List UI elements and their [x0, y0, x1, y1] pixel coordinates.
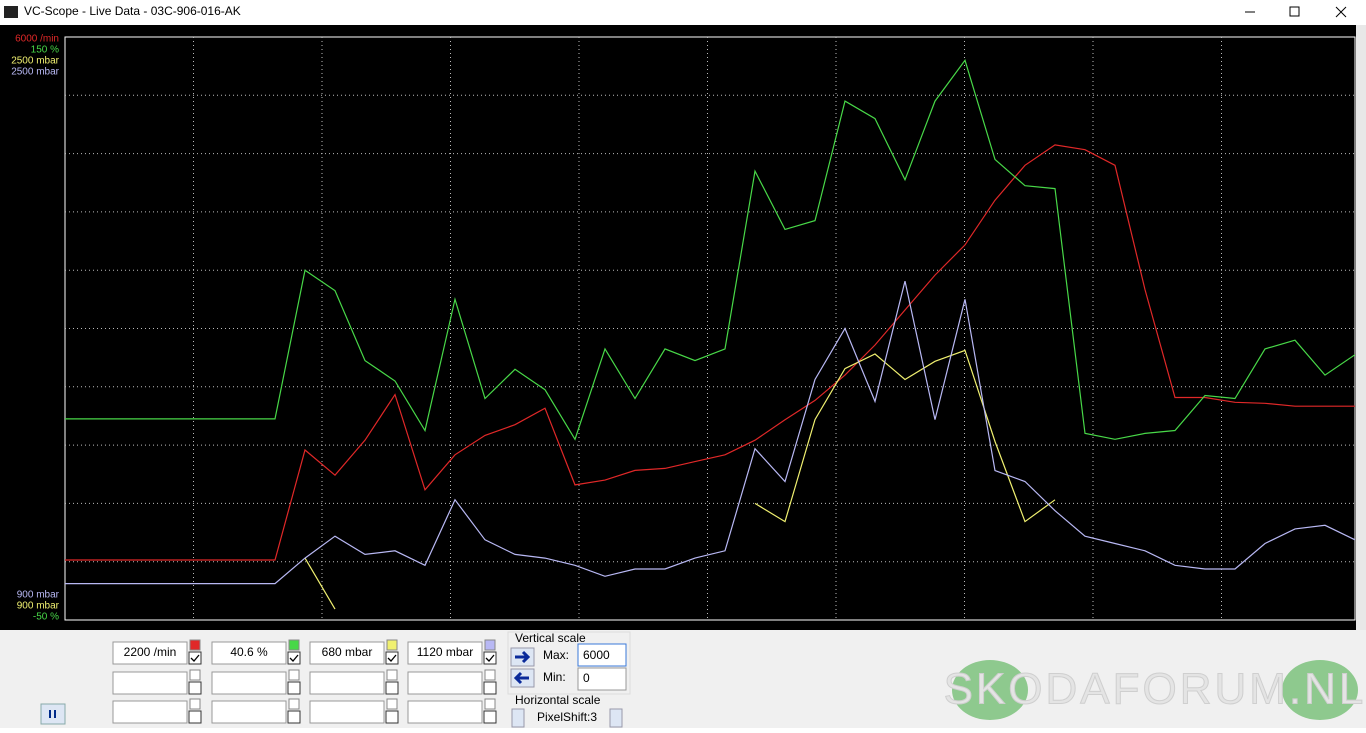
trace [304, 349, 1056, 610]
readout-box [211, 641, 287, 665]
readout-box [407, 700, 483, 724]
checkmark [485, 654, 495, 662]
trace [65, 280, 1355, 585]
readout-box [407, 671, 483, 695]
vertical-scale-group [507, 631, 631, 695]
checkbox[interactable] [287, 651, 301, 665]
close-button[interactable] [1335, 6, 1347, 18]
app-icon [4, 6, 18, 18]
arrow-left [513, 671, 529, 685]
checkbox[interactable] [385, 651, 399, 665]
pause-icon [49, 710, 56, 718]
color-swatch [189, 639, 201, 651]
watermark-text: SKODAFORUM.NL [944, 665, 1366, 714]
checkmark [387, 654, 397, 662]
checkmark [190, 654, 200, 662]
watermark-logo [952, 660, 1028, 720]
scale-labels: 6000 /min -50 % 150 % 900 mbar 2500 mbar 900 … [11, 34, 59, 623]
scrollbar [1356, 25, 1366, 630]
scale-label: 150 % [31, 45, 59, 56]
vertical-scale-title: Vertical scale [515, 631, 586, 645]
horizontal-scale-title: Horizontal scale [515, 693, 601, 707]
color-swatch [189, 698, 201, 710]
color-swatch [386, 698, 398, 710]
min-label: Min: [543, 670, 566, 684]
readout-box [407, 641, 483, 665]
grid [65, 37, 1355, 620]
readout-box [211, 671, 287, 695]
readout-box [309, 641, 385, 665]
readouts: 2200 /min 40.6 % 680 mbar 1120 mbar [112, 639, 497, 724]
readout-value: 680 mbar [322, 645, 373, 659]
checkbox[interactable] [483, 651, 497, 665]
max-label: Max: [543, 648, 569, 662]
checkbox[interactable] [483, 681, 497, 695]
scale-label: 2500 mbar [11, 67, 59, 78]
color-swatch [386, 639, 398, 651]
checkbox[interactable] [287, 681, 301, 695]
scale-label: 2500 mbar [11, 56, 59, 67]
scale-label: 900 mbar [17, 601, 60, 612]
readout-value: 2200 /min [124, 645, 177, 659]
color-swatch [386, 669, 398, 681]
trace [65, 144, 1355, 561]
readout-value: 40.6 % [230, 645, 268, 659]
readout-box [309, 700, 385, 724]
min-input[interactable] [577, 667, 627, 691]
shift-up-button[interactable] [609, 708, 623, 728]
checkbox[interactable] [483, 710, 497, 724]
pixel-shift: PixelShift:3 [537, 710, 597, 724]
color-swatch [288, 698, 300, 710]
max-input[interactable] [577, 643, 627, 667]
max-value: 6000 [583, 648, 610, 662]
checkbox[interactable] [287, 710, 301, 724]
color-swatch [484, 669, 496, 681]
readout-box [309, 671, 385, 695]
color-swatch [484, 639, 496, 651]
scale-label: -50 % [33, 612, 59, 623]
window-title: VC-Scope - Live Data - 03C-906-016-AK [24, 4, 241, 18]
checkbox[interactable] [188, 681, 202, 695]
color-swatch [288, 639, 300, 651]
pause-button[interactable] [40, 703, 66, 725]
maximize-button[interactable] [1289, 6, 1300, 17]
min-value: 0 [583, 671, 590, 685]
checkbox[interactable] [188, 651, 202, 665]
checkbox[interactable] [385, 681, 399, 695]
checkbox[interactable] [188, 710, 202, 724]
readout-box [211, 700, 287, 724]
readout-box [112, 641, 188, 665]
watermark-logo [1282, 660, 1358, 720]
shift-down-button[interactable] [511, 708, 525, 728]
checkmark [289, 654, 299, 662]
arrow-right [515, 650, 531, 664]
traces [65, 58, 1355, 610]
scale-label: 6000 /min [15, 34, 59, 45]
checkbox[interactable] [385, 710, 399, 724]
readout-value: 1120 mbar [417, 645, 473, 659]
trace [65, 58, 1355, 441]
title-bar [0, 0, 1366, 25]
color-swatch [288, 669, 300, 681]
readout-box [112, 671, 188, 695]
readout-box [112, 700, 188, 724]
scale-label: 900 mbar [17, 590, 60, 601]
scope-background [0, 25, 1356, 630]
color-swatch [484, 698, 496, 710]
color-swatch [189, 669, 201, 681]
